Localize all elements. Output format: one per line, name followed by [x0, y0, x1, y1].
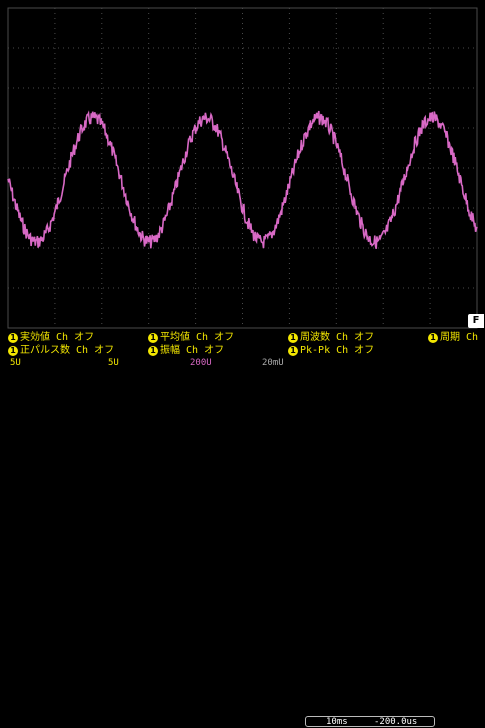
- measurement-label: 振幅 Ch オフ: [160, 345, 225, 356]
- ch3-scale: 20mU: [262, 358, 284, 368]
- measurement-item: 1 Pk-Pk Ch オフ: [288, 344, 374, 357]
- channel-2-waveform: [7, 110, 478, 249]
- timebase-box[interactable]: 10ms -200.0us: [305, 716, 435, 727]
- delay-value: -200.0us: [374, 717, 418, 727]
- measurement-item: 1 平均値 Ch オフ: [148, 331, 234, 344]
- graticule: [7, 7, 478, 329]
- ch2-scale: 200U: [190, 358, 212, 368]
- measurement-label: 実効値 Ch オフ: [20, 332, 95, 343]
- measurement-label: Pk-Pk Ch オフ: [300, 345, 375, 356]
- f-key-indicator[interactable]: F: [468, 314, 484, 328]
- status-bar: 5U 5U 200U 20mU 10ms -200.0us: [0, 358, 485, 727]
- measurement-item: 1 振幅 Ch オフ: [148, 344, 224, 357]
- channel-badge: 1: [288, 345, 298, 356]
- graticule-lines: [7, 7, 478, 329]
- scope-screen: [7, 7, 478, 329]
- measurement-label: 平均値 Ch オフ: [160, 332, 235, 343]
- measurement-item: 1 周期 Ch: [428, 331, 478, 344]
- measurement-label: 周波数 Ch オフ: [300, 332, 375, 343]
- ch1b-scale: 5U: [108, 358, 119, 368]
- ch1-scale: 5U: [10, 358, 21, 368]
- measurement-item: 1 周波数 Ch オフ: [288, 331, 374, 344]
- measurement-label: 周期 Ch: [440, 332, 479, 343]
- channel-badge: 1: [8, 345, 18, 356]
- measurement-item: 1 正パルス数 Ch オフ: [8, 344, 114, 357]
- channel-badge: 1: [288, 332, 298, 343]
- channel-badge: 1: [8, 332, 18, 343]
- measurement-label: 正パルス数 Ch オフ: [20, 345, 115, 356]
- channel-badge: 1: [428, 332, 438, 343]
- timebase-value: 10ms: [326, 717, 348, 727]
- channel-badge: 1: [148, 345, 158, 356]
- channel-badge: 1: [148, 332, 158, 343]
- measurement-item: 1 実効値 Ch オフ: [8, 331, 94, 344]
